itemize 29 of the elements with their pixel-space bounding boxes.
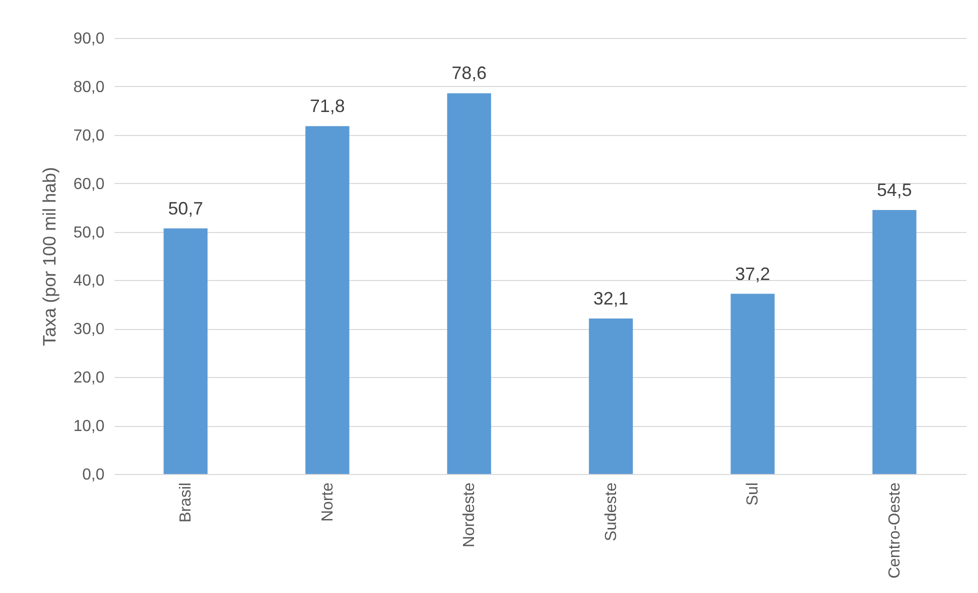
y-tick-label: 10,0 <box>73 418 105 436</box>
y-axis-title: Taxa (por 100 mil hab) <box>39 166 60 346</box>
y-tick-label: 50,0 <box>73 224 105 242</box>
data-label: 32,1 <box>593 288 628 308</box>
data-label: 50,7 <box>168 198 204 218</box>
data-label: 78,6 <box>452 63 487 84</box>
y-tick-label: 70,0 <box>73 127 105 144</box>
x-tick-label: Sul <box>744 482 762 506</box>
y-tick-label: 30,0 <box>73 321 105 338</box>
y-tick-label: 80,0 <box>73 78 105 96</box>
bar <box>305 126 350 474</box>
bar <box>164 228 208 474</box>
data-label: 54,5 <box>876 180 912 200</box>
y-tick-label: 60,0 <box>73 176 105 193</box>
bar <box>447 93 492 474</box>
y-tick-label: 20,0 <box>73 370 105 387</box>
bar <box>730 294 775 474</box>
y-tick-label: 40,0 <box>73 272 105 290</box>
x-tick-label: Sudeste <box>602 482 620 542</box>
bar <box>588 318 633 474</box>
x-tick-label: Brasil <box>178 482 195 523</box>
bar <box>872 210 916 474</box>
y-tick-label: 90,0 <box>73 30 105 48</box>
x-tick-label: Nordeste <box>461 482 478 548</box>
x-tick-label: Norte <box>319 482 336 522</box>
data-label: 71,8 <box>310 96 345 116</box>
x-tick-label: Centro-Oeste <box>886 482 904 579</box>
y-tick-label: 0,0 <box>82 466 105 484</box>
data-label: 37,2 <box>735 264 770 284</box>
